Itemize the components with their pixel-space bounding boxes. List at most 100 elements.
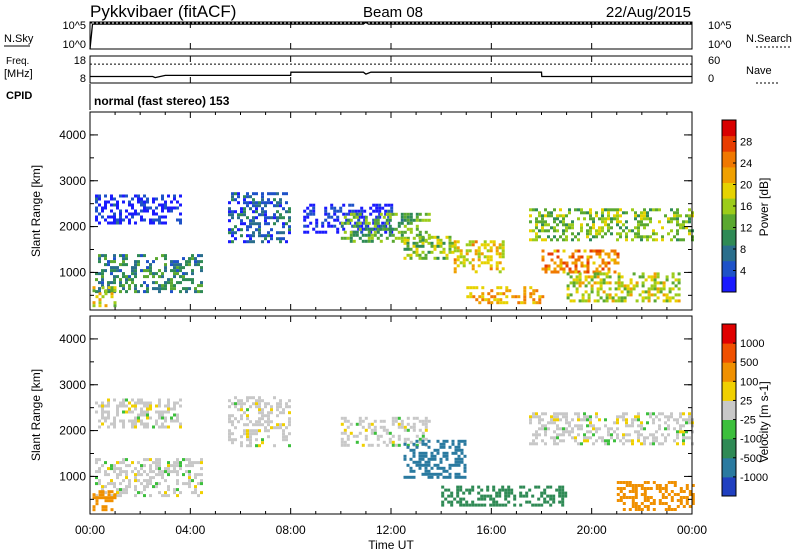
heatmap-cell	[607, 442, 610, 446]
heatmap-cell	[415, 227, 419, 231]
heatmap-cell	[104, 304, 108, 308]
heatmap-cell	[562, 270, 566, 274]
heatmap-cell	[643, 493, 647, 496]
heatmap-cell	[454, 475, 458, 479]
heatmap-cell	[98, 254, 101, 258]
freq-series-line	[90, 71, 692, 79]
heatmap-cell	[164, 254, 167, 258]
heatmap-cell	[421, 419, 425, 423]
heatmap-cell	[562, 214, 565, 218]
heatmap-cell	[137, 194, 140, 198]
heatmap-cell	[288, 420, 291, 424]
heatmap-cell	[688, 505, 692, 508]
heatmap-cell	[480, 261, 484, 265]
heatmap-cell	[658, 487, 662, 490]
heatmap-cell	[661, 412, 664, 416]
heatmap-cell	[418, 244, 422, 248]
heatmap-cell	[361, 233, 365, 237]
heatmap-cell	[282, 192, 285, 196]
heatmap-cell	[535, 412, 538, 416]
heatmap-cell	[489, 240, 493, 244]
heatmap-cell	[95, 476, 98, 480]
heatmap-cell	[496, 301, 500, 305]
heatmap-cell	[647, 290, 651, 294]
heatmap-cell	[486, 249, 490, 253]
heatmap-cell	[460, 457, 464, 461]
heatmap-cell	[110, 496, 114, 500]
heatmap-cell	[343, 428, 347, 432]
heatmap-cell	[439, 472, 443, 476]
heatmap-cell	[468, 261, 472, 265]
heatmap-cell	[541, 238, 544, 242]
heatmap-cell	[608, 287, 612, 291]
heatmap-cell	[676, 238, 679, 242]
heatmap-cell	[104, 496, 108, 500]
heatmap-cell	[113, 254, 116, 258]
heatmap-cell	[243, 210, 246, 214]
heatmap-cell	[237, 195, 240, 199]
heatmap-cell	[98, 496, 102, 500]
heatmap-cell	[662, 293, 666, 297]
heatmap-cell	[336, 209, 340, 213]
heatmap-cell	[577, 433, 580, 437]
heatmap-cell	[400, 215, 404, 219]
heatmap-cell	[439, 445, 443, 449]
heatmap-cell	[140, 200, 143, 204]
heatmap-cell	[445, 439, 449, 443]
heatmap-cell	[658, 502, 662, 505]
heatmap-cell	[580, 208, 583, 212]
heatmap-cell	[593, 281, 597, 285]
heatmap-cell	[352, 230, 356, 234]
nsearch-tick-top: 10^5	[708, 20, 732, 32]
heatmap-cell	[544, 220, 547, 224]
heatmap-cell	[670, 415, 673, 419]
heatmap-cell	[143, 194, 146, 198]
heatmap-cell	[143, 254, 146, 258]
heatmap-cell	[200, 284, 203, 288]
heatmap-cell	[625, 496, 629, 499]
colorbar-swatch	[722, 362, 736, 382]
heatmap-cell	[544, 433, 547, 437]
heatmap-cell	[364, 428, 368, 432]
heatmap-cell	[468, 491, 472, 495]
heatmap-cell	[264, 201, 267, 205]
heatmap-cell	[462, 264, 466, 268]
heatmap-cell	[424, 253, 428, 257]
heatmap-cell	[535, 220, 538, 224]
heatmap-cell	[439, 244, 443, 248]
heatmap-cell	[101, 490, 105, 494]
heatmap-cell	[421, 457, 425, 461]
heatmap-cell	[677, 272, 681, 276]
heatmap-cell	[149, 206, 152, 210]
heatmap-cell	[137, 479, 140, 483]
heatmap-cell	[571, 436, 574, 440]
heatmap-cell	[592, 226, 595, 230]
heatmap-cell	[655, 487, 659, 490]
heatmap-cell	[261, 192, 264, 196]
heatmap-cell	[249, 435, 252, 439]
heatmap-cell	[388, 212, 392, 216]
heatmap-cell	[477, 252, 481, 256]
heatmap-cell	[116, 275, 119, 279]
heatmap-cell	[679, 424, 682, 428]
heatmap-cell	[589, 238, 592, 242]
heatmap-cell	[535, 436, 538, 440]
heatmap-cell	[667, 232, 670, 236]
heatmap-cell	[188, 461, 191, 465]
heatmap-cell	[152, 275, 155, 279]
heatmap-cell	[152, 470, 155, 474]
heatmap-cell	[378, 206, 382, 210]
heatmap-cell	[586, 223, 589, 227]
heatmap-cell	[385, 236, 389, 240]
heatmap-cell	[442, 442, 446, 446]
colorbar-tick-label: 28	[740, 137, 752, 149]
heatmap-cell	[490, 289, 494, 293]
heatmap-cell	[149, 266, 152, 270]
heatmap-cell	[176, 494, 179, 498]
heatmap-cell	[352, 434, 356, 438]
heatmap-cell	[616, 211, 619, 215]
heatmap-cell	[682, 496, 686, 499]
heatmap-cell	[333, 212, 337, 216]
heatmap-cell	[607, 217, 610, 221]
heatmap-cell	[200, 467, 203, 471]
